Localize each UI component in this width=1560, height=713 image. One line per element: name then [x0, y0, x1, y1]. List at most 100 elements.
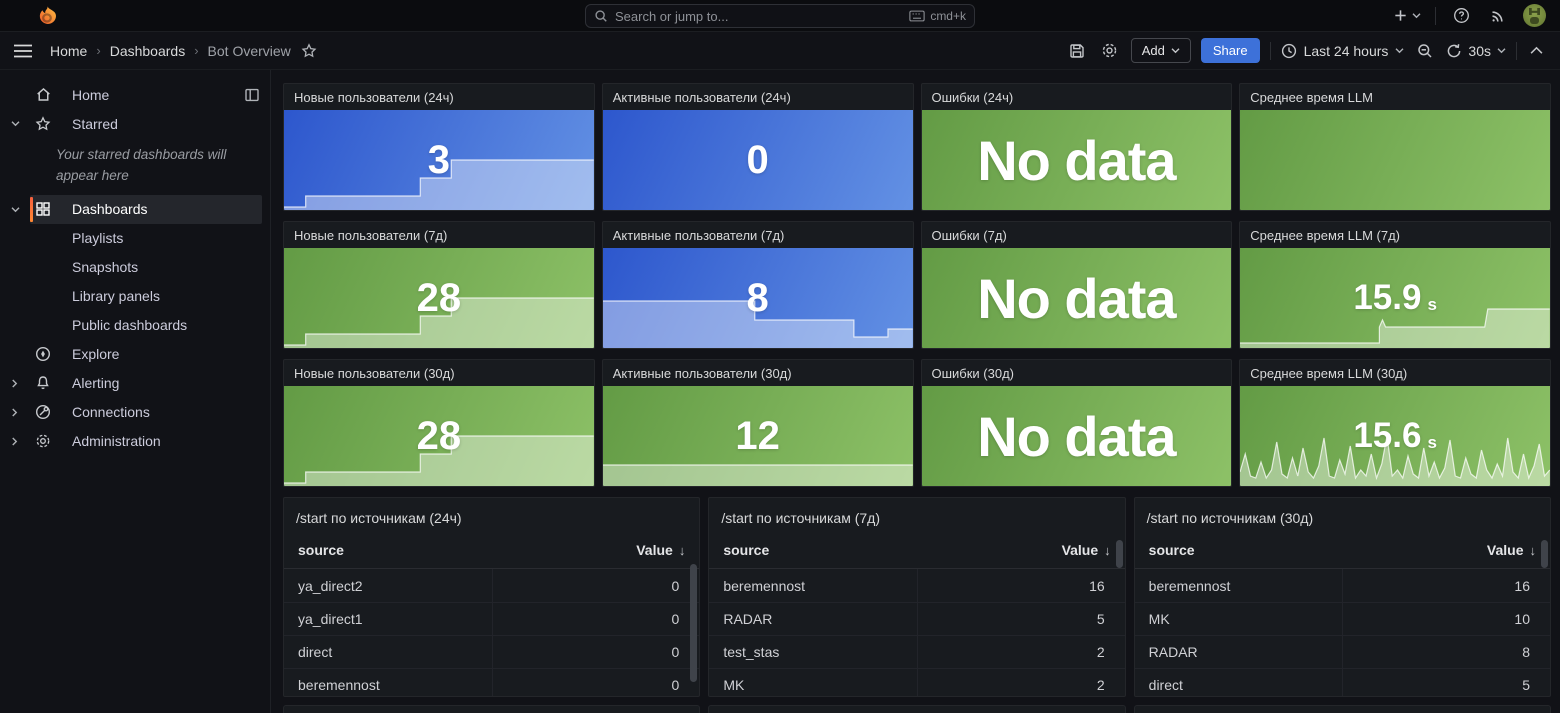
table-row: direct 0 [284, 635, 700, 668]
zoom-out-button[interactable] [1414, 40, 1436, 62]
breadcrumb-dashboards[interactable]: Dashboards [109, 42, 186, 59]
panel-title-text: Среднее время LLM (7д) [1250, 227, 1400, 243]
sidebar-item-home[interactable]: Home [0, 80, 270, 109]
panel-llm-time-24h: Среднее время LLM [1239, 83, 1551, 211]
partial-panel [283, 705, 701, 713]
table-row: RADAR 8 [1134, 635, 1550, 668]
table-start-sources-30d: /start по источникам (30д) source Value ↓… [1133, 497, 1551, 697]
scrollbar-thumb[interactable] [1541, 540, 1548, 568]
column-source[interactable]: source [1148, 542, 1195, 558]
column-source[interactable]: source [298, 542, 344, 558]
panel-title[interactable]: Среднее время LLM (7д) [1240, 222, 1550, 248]
sparkline [1240, 248, 1550, 348]
stat-value: 15.6 s [1240, 386, 1550, 486]
divider [1516, 41, 1517, 60]
panel-title-text: Среднее время LLM (30д) [1250, 365, 1408, 381]
dashboard-toolbar: Home › Dashboards › Bot Overview Add [0, 32, 1560, 70]
sidebar-item-connections[interactable]: Connections [0, 398, 270, 427]
breadcrumb: Home › Dashboards › Bot Overview [50, 43, 291, 59]
new-button[interactable] [1393, 8, 1421, 23]
table-header: source Value ↓ [284, 526, 700, 569]
sidebar-item-starred[interactable]: Starred [0, 109, 270, 138]
panel-title[interactable]: /start по источникам (7д) [721, 510, 881, 526]
sidebar-item-label: Explore [72, 346, 120, 363]
panel-title[interactable]: Ошибки (7д) [922, 222, 1232, 248]
bell-icon [37, 376, 49, 390]
global-search[interactable]: cmd+k [585, 4, 975, 28]
table-header: source Value ↓ [1134, 526, 1550, 569]
search-input[interactable] [615, 8, 903, 24]
panel-active-users-24h: Активные пользователи (24ч) 0 [601, 83, 914, 211]
sparkline [284, 248, 594, 348]
dock-menu-button[interactable] [244, 87, 260, 103]
partial-panel [1133, 705, 1551, 713]
panel-title[interactable]: Ошибки (30д) [922, 360, 1232, 386]
refresh-interval-label: 30s [1468, 42, 1491, 59]
stat-viz: 28 [284, 386, 594, 486]
sidebar-item-label: Dashboards [72, 201, 148, 218]
panel-title[interactable]: Ошибки (24ч) [922, 84, 1232, 110]
stat-value: No data [977, 404, 1176, 468]
sidebar-item-snapshots[interactable]: Snapshots [0, 253, 270, 282]
sort-desc-icon: ↓ [1104, 543, 1111, 558]
panel-title[interactable]: Новые пользователи (7д) [284, 222, 594, 248]
panel-title[interactable]: Новые пользователи (30д) [284, 360, 594, 386]
panel-title[interactable]: /start по источникам (30д) [1146, 510, 1314, 526]
sort-desc-icon: ↓ [678, 543, 686, 558]
column-value[interactable]: Value ↓ [636, 542, 686, 558]
collapse-toolbar-button[interactable] [1527, 43, 1546, 58]
scrollbar-thumb[interactable] [690, 564, 698, 682]
table-row: direct 5 [1134, 668, 1550, 696]
refresh-picker[interactable]: 30s [1446, 43, 1506, 59]
sidebar-item-public-dashboards[interactable]: Public dashboards [0, 311, 270, 340]
sidebar-item-alerting[interactable]: Alerting [0, 369, 270, 398]
panel-title[interactable]: Активные пользователи (7д) [603, 222, 913, 248]
panel-title[interactable]: Новые пользователи (24ч) [284, 84, 594, 110]
share-button[interactable]: Share [1200, 38, 1260, 63]
question-circle-icon [1454, 8, 1469, 23]
table-row: RADAR 5 [709, 602, 1125, 635]
breadcrumb-home[interactable]: Home [50, 42, 88, 59]
panel-title[interactable]: Среднее время LLM (30д) [1240, 360, 1550, 386]
panel-title[interactable]: Активные пользователи (30д) [603, 360, 913, 386]
sidebar-item-playlists[interactable]: Playlists [0, 224, 270, 253]
save-icon [1070, 43, 1084, 58]
add-panel-button[interactable]: Add [1130, 38, 1191, 63]
shortcut-label: cmd+k [930, 9, 966, 23]
stat-viz: No data [921, 248, 1232, 348]
chevron-right-icon [12, 408, 18, 417]
plus-icon [1395, 10, 1406, 21]
time-range-picker[interactable]: Last 24 hours [1281, 43, 1405, 59]
sidebar-item-dashboards[interactable]: Dashboards [0, 194, 270, 224]
sidebar-item-administration[interactable]: Administration [0, 427, 270, 456]
save-dashboard-button[interactable] [1066, 40, 1088, 62]
hamburger-icon [14, 44, 32, 57]
sidebar-item-label: Home [72, 86, 110, 103]
column-value[interactable]: Value ↓ [1061, 542, 1111, 558]
table-row: beremennost 16 [709, 569, 1124, 602]
chevron-down-icon [1412, 13, 1421, 19]
chevron-down-icon [11, 121, 20, 127]
dashboard-settings-button[interactable] [1098, 39, 1121, 62]
stat-unit: s [1427, 295, 1437, 314]
panel-title[interactable]: Среднее время LLM [1240, 84, 1550, 110]
panel-title-text: Активные пользователи (7д) [612, 227, 785, 243]
sidebar-item-explore[interactable]: Explore [0, 340, 270, 369]
help-button[interactable] [1450, 4, 1473, 27]
table-body: ya_direct2 0 ya_direct1 0 direct 0 beremenn… [284, 569, 700, 696]
sidebar-item-library-panels[interactable]: Library panels [0, 282, 270, 311]
column-value[interactable]: Value ↓ [1486, 542, 1536, 558]
sparkline [602, 248, 913, 348]
panel-errors-30d: Ошибки (30д) No data [920, 359, 1233, 487]
menu-toggle-button[interactable] [14, 44, 32, 58]
panel-title[interactable]: /start по источникам (24ч) [296, 510, 462, 526]
column-source[interactable]: source [723, 542, 770, 558]
grafana-logo[interactable] [36, 5, 58, 27]
panel-title[interactable]: Активные пользователи (24ч) [603, 84, 913, 110]
favorite-button[interactable] [301, 42, 317, 59]
scrollbar-thumb[interactable] [1115, 540, 1123, 568]
rss-icon [1492, 10, 1503, 22]
stat-value: 15.9 s [1240, 248, 1550, 348]
news-button[interactable] [1487, 5, 1509, 27]
user-avatar[interactable] [1523, 4, 1546, 27]
